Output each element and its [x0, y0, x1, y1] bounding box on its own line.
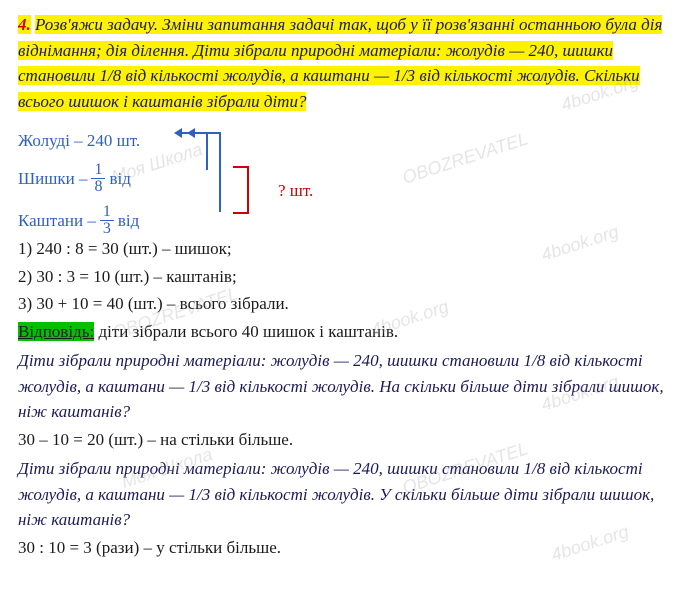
- given-suffix: від: [109, 166, 130, 192]
- fraction-numerator: 1: [100, 204, 114, 221]
- question-mark: ? шт.: [278, 178, 313, 204]
- given-label: Жолуді – 240 шт.: [18, 128, 140, 154]
- answer-label: Відповідь:: [18, 322, 94, 341]
- problem-text: Розв'яжи задачу. Зміни запитання задачі …: [18, 15, 662, 111]
- solution-answer: Відповідь: діти зібрали всього 40 шишок …: [18, 319, 677, 345]
- fraction-denominator: 8: [91, 179, 105, 195]
- solution-step: 1) 240 : 8 = 30 (шт.) – шишок;: [18, 236, 677, 262]
- bracket-red: [233, 166, 249, 214]
- arrow-head: [174, 128, 182, 138]
- given-prefix: Шишки –: [18, 166, 87, 192]
- variant1-text: Діти зібрали природні матеріали: жолудів…: [18, 348, 677, 425]
- variant1-calc: 30 – 10 = 20 (шт.) – на стільки більше.: [18, 427, 677, 453]
- given-prefix: Каштани –: [18, 208, 96, 234]
- solution-step: 2) 30 : 3 = 10 (шт.) – каштанів;: [18, 264, 677, 290]
- fraction-denominator: 3: [100, 221, 114, 237]
- given-data: Жолуді – 240 шт. Шишки – 1 8 від Каштани…: [18, 120, 677, 230]
- given-cones: Шишки – 1 8 від: [18, 162, 131, 195]
- fraction: 1 3: [100, 204, 114, 237]
- problem-number: 4.: [18, 15, 31, 34]
- arrow-head: [187, 128, 195, 138]
- given-suffix: від: [118, 208, 139, 234]
- given-acorns: Жолуді – 240 шт.: [18, 128, 140, 154]
- fraction: 1 8: [91, 162, 105, 195]
- bracket-blue: [191, 132, 221, 212]
- variant2-calc: 30 : 10 = 3 (рази) – у стільки більше.: [18, 535, 677, 561]
- variant2-text: Діти зібрали природні матеріали: жолудів…: [18, 456, 677, 533]
- solution-step: 3) 30 + 10 = 40 (шт.) – всього зібрали.: [18, 291, 677, 317]
- fraction-numerator: 1: [91, 162, 105, 179]
- given-chestnuts: Каштани – 1 3 від: [18, 204, 139, 237]
- answer-text: діти зібрали всього 40 шишок і каштанів.: [94, 322, 398, 341]
- problem-statement: 4. Розв'яжи задачу. Зміни запитання зада…: [18, 12, 677, 114]
